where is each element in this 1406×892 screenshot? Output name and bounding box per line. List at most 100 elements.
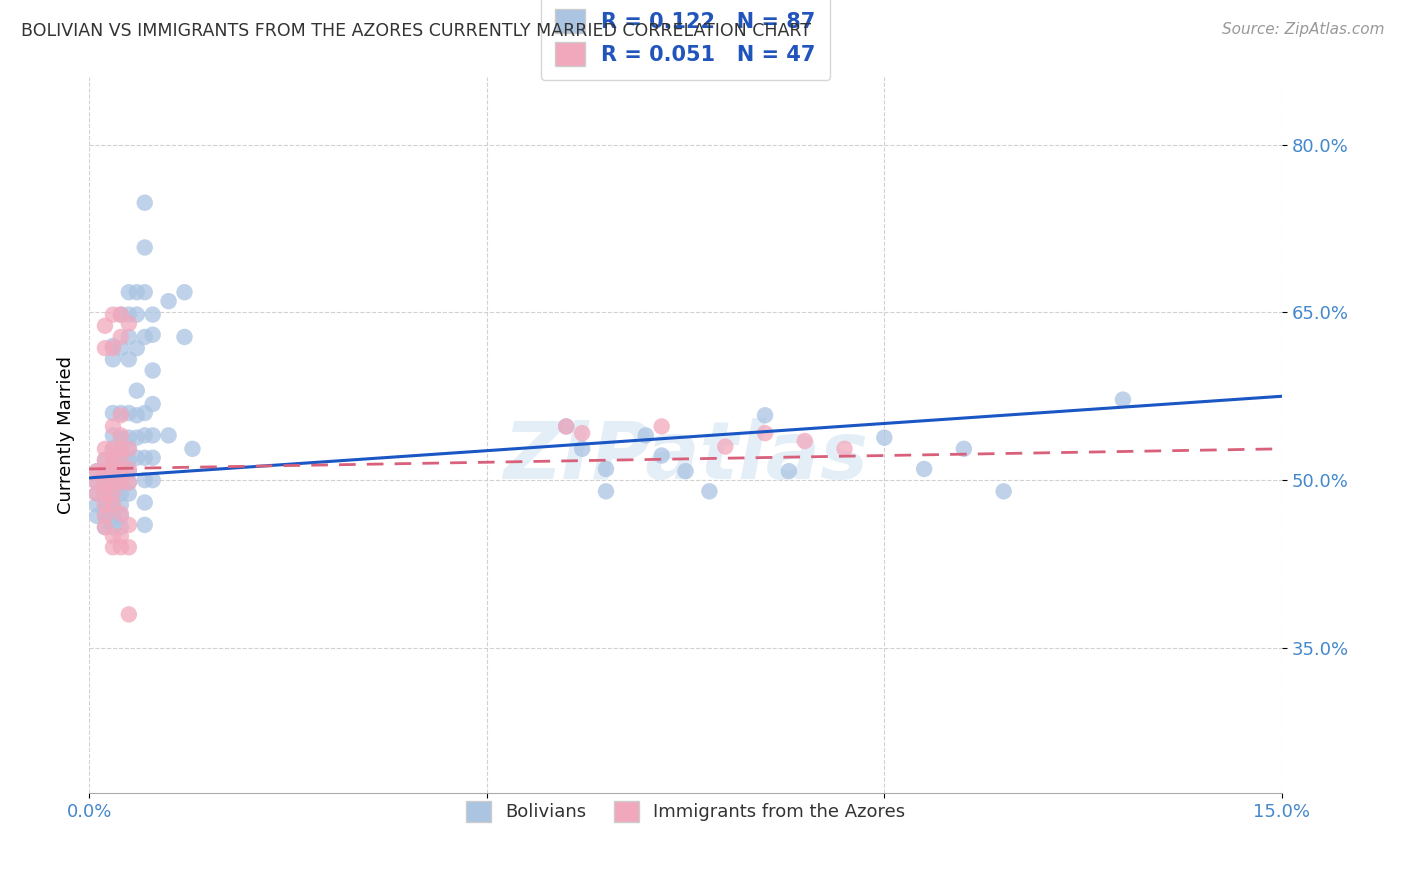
Point bbox=[110, 341, 132, 355]
Point bbox=[110, 507, 132, 521]
Point bbox=[101, 352, 124, 367]
Point bbox=[101, 442, 124, 456]
Point bbox=[134, 406, 156, 420]
Point bbox=[699, 484, 721, 499]
Text: ZIPatlas: ZIPatlas bbox=[503, 417, 868, 496]
Point bbox=[118, 517, 141, 532]
Text: BOLIVIAN VS IMMIGRANTS FROM THE AZORES CURRENTLY MARRIED CORRELATION CHART: BOLIVIAN VS IMMIGRANTS FROM THE AZORES C… bbox=[21, 22, 811, 40]
Point bbox=[94, 475, 117, 490]
Point bbox=[778, 464, 800, 478]
Point bbox=[101, 308, 124, 322]
Point bbox=[793, 434, 815, 448]
Point bbox=[157, 428, 180, 442]
Point bbox=[118, 330, 141, 344]
Point bbox=[101, 453, 124, 467]
Point bbox=[110, 406, 132, 420]
Point bbox=[571, 426, 593, 441]
Point bbox=[134, 285, 156, 300]
Point bbox=[134, 473, 156, 487]
Point bbox=[555, 419, 578, 434]
Point bbox=[110, 453, 132, 467]
Point bbox=[86, 508, 108, 523]
Point bbox=[110, 541, 132, 555]
Point bbox=[134, 428, 156, 442]
Point bbox=[110, 529, 132, 543]
Point bbox=[125, 409, 148, 423]
Point bbox=[110, 464, 132, 478]
Point bbox=[118, 431, 141, 445]
Point bbox=[118, 352, 141, 367]
Point bbox=[134, 240, 156, 254]
Point bbox=[125, 384, 148, 398]
Point bbox=[94, 442, 117, 456]
Point bbox=[94, 508, 117, 523]
Point bbox=[754, 409, 776, 423]
Point bbox=[754, 426, 776, 441]
Point bbox=[101, 428, 124, 442]
Point bbox=[142, 308, 165, 322]
Point bbox=[101, 498, 124, 512]
Point bbox=[142, 473, 165, 487]
Point bbox=[993, 484, 1015, 499]
Point bbox=[118, 607, 141, 622]
Point bbox=[651, 419, 673, 434]
Point bbox=[142, 363, 165, 377]
Point bbox=[675, 464, 697, 478]
Point bbox=[110, 475, 132, 490]
Point bbox=[101, 419, 124, 434]
Point bbox=[101, 341, 124, 355]
Point bbox=[125, 341, 148, 355]
Point bbox=[101, 529, 124, 543]
Point bbox=[134, 450, 156, 465]
Point bbox=[118, 475, 141, 490]
Point bbox=[101, 464, 124, 478]
Point bbox=[101, 486, 124, 500]
Point bbox=[118, 442, 141, 456]
Point bbox=[86, 464, 108, 478]
Point bbox=[110, 453, 132, 467]
Point bbox=[142, 327, 165, 342]
Point bbox=[714, 440, 737, 454]
Point bbox=[110, 308, 132, 322]
Point bbox=[118, 406, 141, 420]
Point bbox=[86, 498, 108, 512]
Point bbox=[118, 453, 141, 467]
Point bbox=[94, 453, 117, 467]
Point bbox=[101, 406, 124, 420]
Point bbox=[110, 409, 132, 423]
Point bbox=[101, 464, 124, 478]
Point bbox=[110, 486, 132, 500]
Point bbox=[157, 294, 180, 309]
Point bbox=[101, 453, 124, 467]
Point bbox=[101, 475, 124, 490]
Point bbox=[634, 428, 657, 442]
Point bbox=[101, 498, 124, 512]
Point bbox=[134, 195, 156, 210]
Point bbox=[101, 520, 124, 534]
Point bbox=[134, 517, 156, 532]
Point bbox=[110, 428, 132, 442]
Point bbox=[101, 541, 124, 555]
Point bbox=[86, 486, 108, 500]
Point bbox=[873, 431, 896, 445]
Point bbox=[94, 508, 117, 523]
Point bbox=[110, 464, 132, 478]
Point bbox=[101, 475, 124, 490]
Point bbox=[94, 464, 117, 478]
Point bbox=[101, 508, 124, 523]
Point bbox=[101, 486, 124, 500]
Point bbox=[181, 442, 204, 456]
Point bbox=[94, 475, 117, 490]
Point bbox=[134, 495, 156, 509]
Point bbox=[94, 520, 117, 534]
Point bbox=[86, 475, 108, 490]
Point bbox=[912, 462, 935, 476]
Point bbox=[555, 419, 578, 434]
Point bbox=[94, 341, 117, 355]
Point bbox=[110, 431, 132, 445]
Point bbox=[125, 450, 148, 465]
Point bbox=[94, 453, 117, 467]
Point bbox=[94, 464, 117, 478]
Point bbox=[118, 317, 141, 331]
Point bbox=[101, 442, 124, 456]
